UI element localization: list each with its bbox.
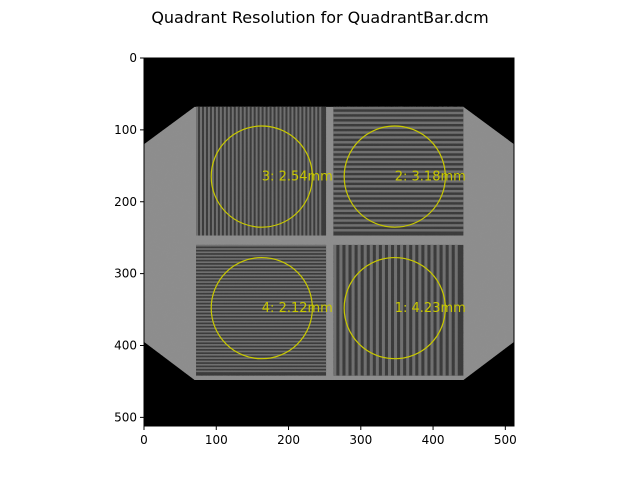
roi-label: 1: 4.23mm [395,301,466,316]
y-tick-label: 100 [114,123,137,137]
roi-label: 4: 2.12mm [262,301,333,316]
x-tick-label: 0 [140,433,148,447]
x-axis: 0 100 200 300 400 500 [140,426,517,447]
quadrant-3-bars [196,106,327,236]
roi-circle [210,125,313,228]
y-tick-label: 200 [114,195,137,209]
x-tick-label: 400 [422,433,445,447]
y-tick-label: 0 [129,51,137,65]
y-tick-label: 300 [114,267,137,281]
roi-label: 3: 2.54mm [262,170,333,185]
quadrant-4-bars [196,244,327,376]
y-tick-label: 500 [114,410,137,424]
axes-frame [143,57,515,427]
roi-circle [210,256,313,360]
y-axis: 0 100 200 300 400 500 [114,51,144,424]
roi-circle [343,125,446,228]
x-tick-label: 300 [349,433,372,447]
phantom-image [144,58,514,426]
x-tick-label: 100 [205,433,228,447]
x-tick-label: 500 [494,433,517,447]
x-tick-label: 200 [277,433,300,447]
y-tick-label: 400 [114,339,137,353]
roi-label: 2: 3.18mm [395,170,466,185]
roi-layer: 1: 4.23mm 2: 3.18mm 3: 2.54mm 4: 2.12mm [210,125,466,360]
quadrant-2-bars [333,106,464,236]
roi-circle [343,256,446,360]
quadrant-1-bars [333,244,464,376]
chart-title: Quadrant Resolution for QuadrantBar.dcm [151,8,489,27]
